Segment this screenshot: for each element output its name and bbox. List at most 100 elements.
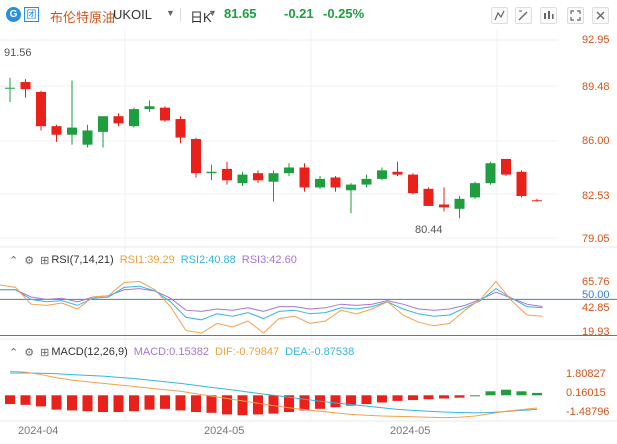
rsi-axis-label: 42.85 bbox=[582, 302, 610, 314]
candle-body bbox=[268, 173, 279, 182]
macd-bar bbox=[377, 395, 387, 403]
candle-body bbox=[454, 198, 465, 209]
macd-bar bbox=[237, 395, 248, 416]
dea-value: DEA:-0.87538 bbox=[285, 346, 355, 358]
kline-chart[interactable] bbox=[0, 30, 617, 444]
macd-bar bbox=[82, 395, 93, 412]
dif-value: DIF:-0.79847 bbox=[214, 346, 280, 358]
macd-bar bbox=[113, 395, 124, 413]
x-axis-label: 2024-05 bbox=[204, 425, 245, 437]
last-price: 81.65 bbox=[224, 6, 257, 21]
candle-body bbox=[485, 163, 496, 184]
macd-bar bbox=[175, 395, 186, 411]
candle-body bbox=[377, 170, 387, 179]
chevron-down-icon[interactable]: ▼ bbox=[166, 8, 175, 18]
macd-bar bbox=[470, 395, 480, 397]
macd-bar bbox=[36, 395, 46, 407]
macd-bar bbox=[330, 395, 341, 408]
rsi-axis-label: 50.00 bbox=[582, 289, 610, 301]
x-axis-label: 2024-04 bbox=[18, 425, 59, 437]
close-icon[interactable] bbox=[592, 7, 609, 24]
candle-body bbox=[175, 119, 186, 138]
candle-body bbox=[516, 171, 527, 196]
macd-bar bbox=[423, 395, 434, 400]
instrument-name: 布伦特原油 bbox=[50, 10, 116, 25]
period-select[interactable]: 日K bbox=[190, 10, 212, 25]
dif-line bbox=[9, 370, 538, 419]
symbol-select[interactable]: UKOIL bbox=[113, 7, 153, 22]
macd-bar bbox=[67, 395, 77, 411]
rsi3-line bbox=[0, 288, 543, 312]
price-axis-label: 92.95 bbox=[582, 34, 610, 46]
candle-body bbox=[346, 184, 356, 191]
candle-style-icon[interactable] bbox=[491, 7, 508, 24]
macd-bar bbox=[501, 389, 511, 396]
x-axis-label: 2024-05 bbox=[390, 425, 431, 437]
rsi-axis-label: 19.93 bbox=[582, 326, 610, 338]
settings-icon[interactable]: ⚙ bbox=[24, 254, 35, 267]
candle-body bbox=[206, 171, 217, 174]
macd-bar bbox=[454, 395, 465, 398]
candle-body bbox=[532, 200, 542, 202]
price-axis-label: 79.05 bbox=[582, 233, 610, 245]
candle-body bbox=[36, 91, 46, 127]
candle-body bbox=[160, 107, 170, 121]
macd-axis-label: -1.48796 bbox=[566, 406, 610, 418]
candle-body bbox=[439, 204, 449, 208]
draw-icon[interactable] bbox=[515, 7, 532, 24]
candle-body bbox=[129, 109, 139, 127]
candle-body bbox=[191, 139, 201, 174]
candle-body bbox=[82, 130, 93, 145]
macd-label: MACD(12,26,9) bbox=[51, 346, 128, 358]
price-axis-label: 89.48 bbox=[582, 81, 610, 93]
macd-bar bbox=[51, 395, 62, 410]
candle-body bbox=[315, 178, 325, 188]
rsi2-line bbox=[0, 285, 543, 321]
macd-bar bbox=[191, 395, 201, 413]
macd-value: MACD:0.15382 bbox=[133, 346, 209, 358]
expand-icon[interactable]: ⊞ bbox=[40, 346, 50, 359]
candle-body bbox=[144, 106, 155, 110]
rsi1-line bbox=[0, 280, 543, 334]
fullscreen-icon[interactable] bbox=[567, 7, 584, 24]
rsi1-value: RSI1:39.29 bbox=[119, 254, 175, 266]
macd-header: ⌃ ⚙ ⊞ MACD(12,26,9) MACD:0.15382 DIF:-0.… bbox=[0, 344, 360, 360]
chevron-down-icon[interactable]: ▼ bbox=[208, 8, 217, 18]
candle-body bbox=[67, 127, 77, 135]
candle-body bbox=[501, 158, 511, 175]
expand-icon[interactable]: ⊞ bbox=[40, 254, 50, 267]
macd-bar bbox=[408, 395, 418, 401]
macd-bar bbox=[361, 395, 372, 405]
macd-bar bbox=[284, 395, 294, 413]
candle-body bbox=[253, 173, 263, 181]
macd-bar bbox=[5, 395, 15, 405]
rsi3-value: RSI3:42.60 bbox=[241, 254, 297, 266]
settings-icon[interactable]: ⚙ bbox=[24, 346, 35, 359]
candle-body bbox=[470, 183, 480, 198]
group-icon[interactable]: 团 bbox=[24, 7, 39, 22]
macd-bar bbox=[253, 395, 263, 415]
candle-body bbox=[408, 174, 418, 194]
candle-body bbox=[98, 116, 108, 132]
candle-body bbox=[361, 178, 372, 185]
collapse-icon[interactable]: ⌃ bbox=[9, 346, 19, 359]
macd-bar bbox=[144, 395, 155, 410]
rsi-axis-label: 65.76 bbox=[582, 276, 610, 288]
macd-bar bbox=[315, 395, 325, 409]
macd-bar bbox=[98, 395, 108, 413]
candle-body bbox=[222, 168, 232, 181]
low-price-label: 80.44 bbox=[415, 224, 443, 236]
price-change-pct: -0.25% bbox=[323, 6, 365, 21]
compare-icon[interactable] bbox=[540, 7, 557, 24]
candle-body bbox=[51, 126, 62, 135]
macd-bar bbox=[516, 391, 527, 396]
collapse-icon[interactable]: ⌃ bbox=[9, 254, 19, 267]
candle-body bbox=[330, 177, 341, 188]
rsi-label: RSI(7,14,21) bbox=[51, 254, 114, 266]
high-price-label: 91.56 bbox=[4, 47, 32, 59]
candle-body bbox=[20, 82, 31, 90]
candle-body bbox=[284, 167, 294, 174]
dea-line bbox=[10, 372, 538, 414]
macd-bar bbox=[160, 395, 170, 409]
macd-bar bbox=[439, 395, 449, 399]
